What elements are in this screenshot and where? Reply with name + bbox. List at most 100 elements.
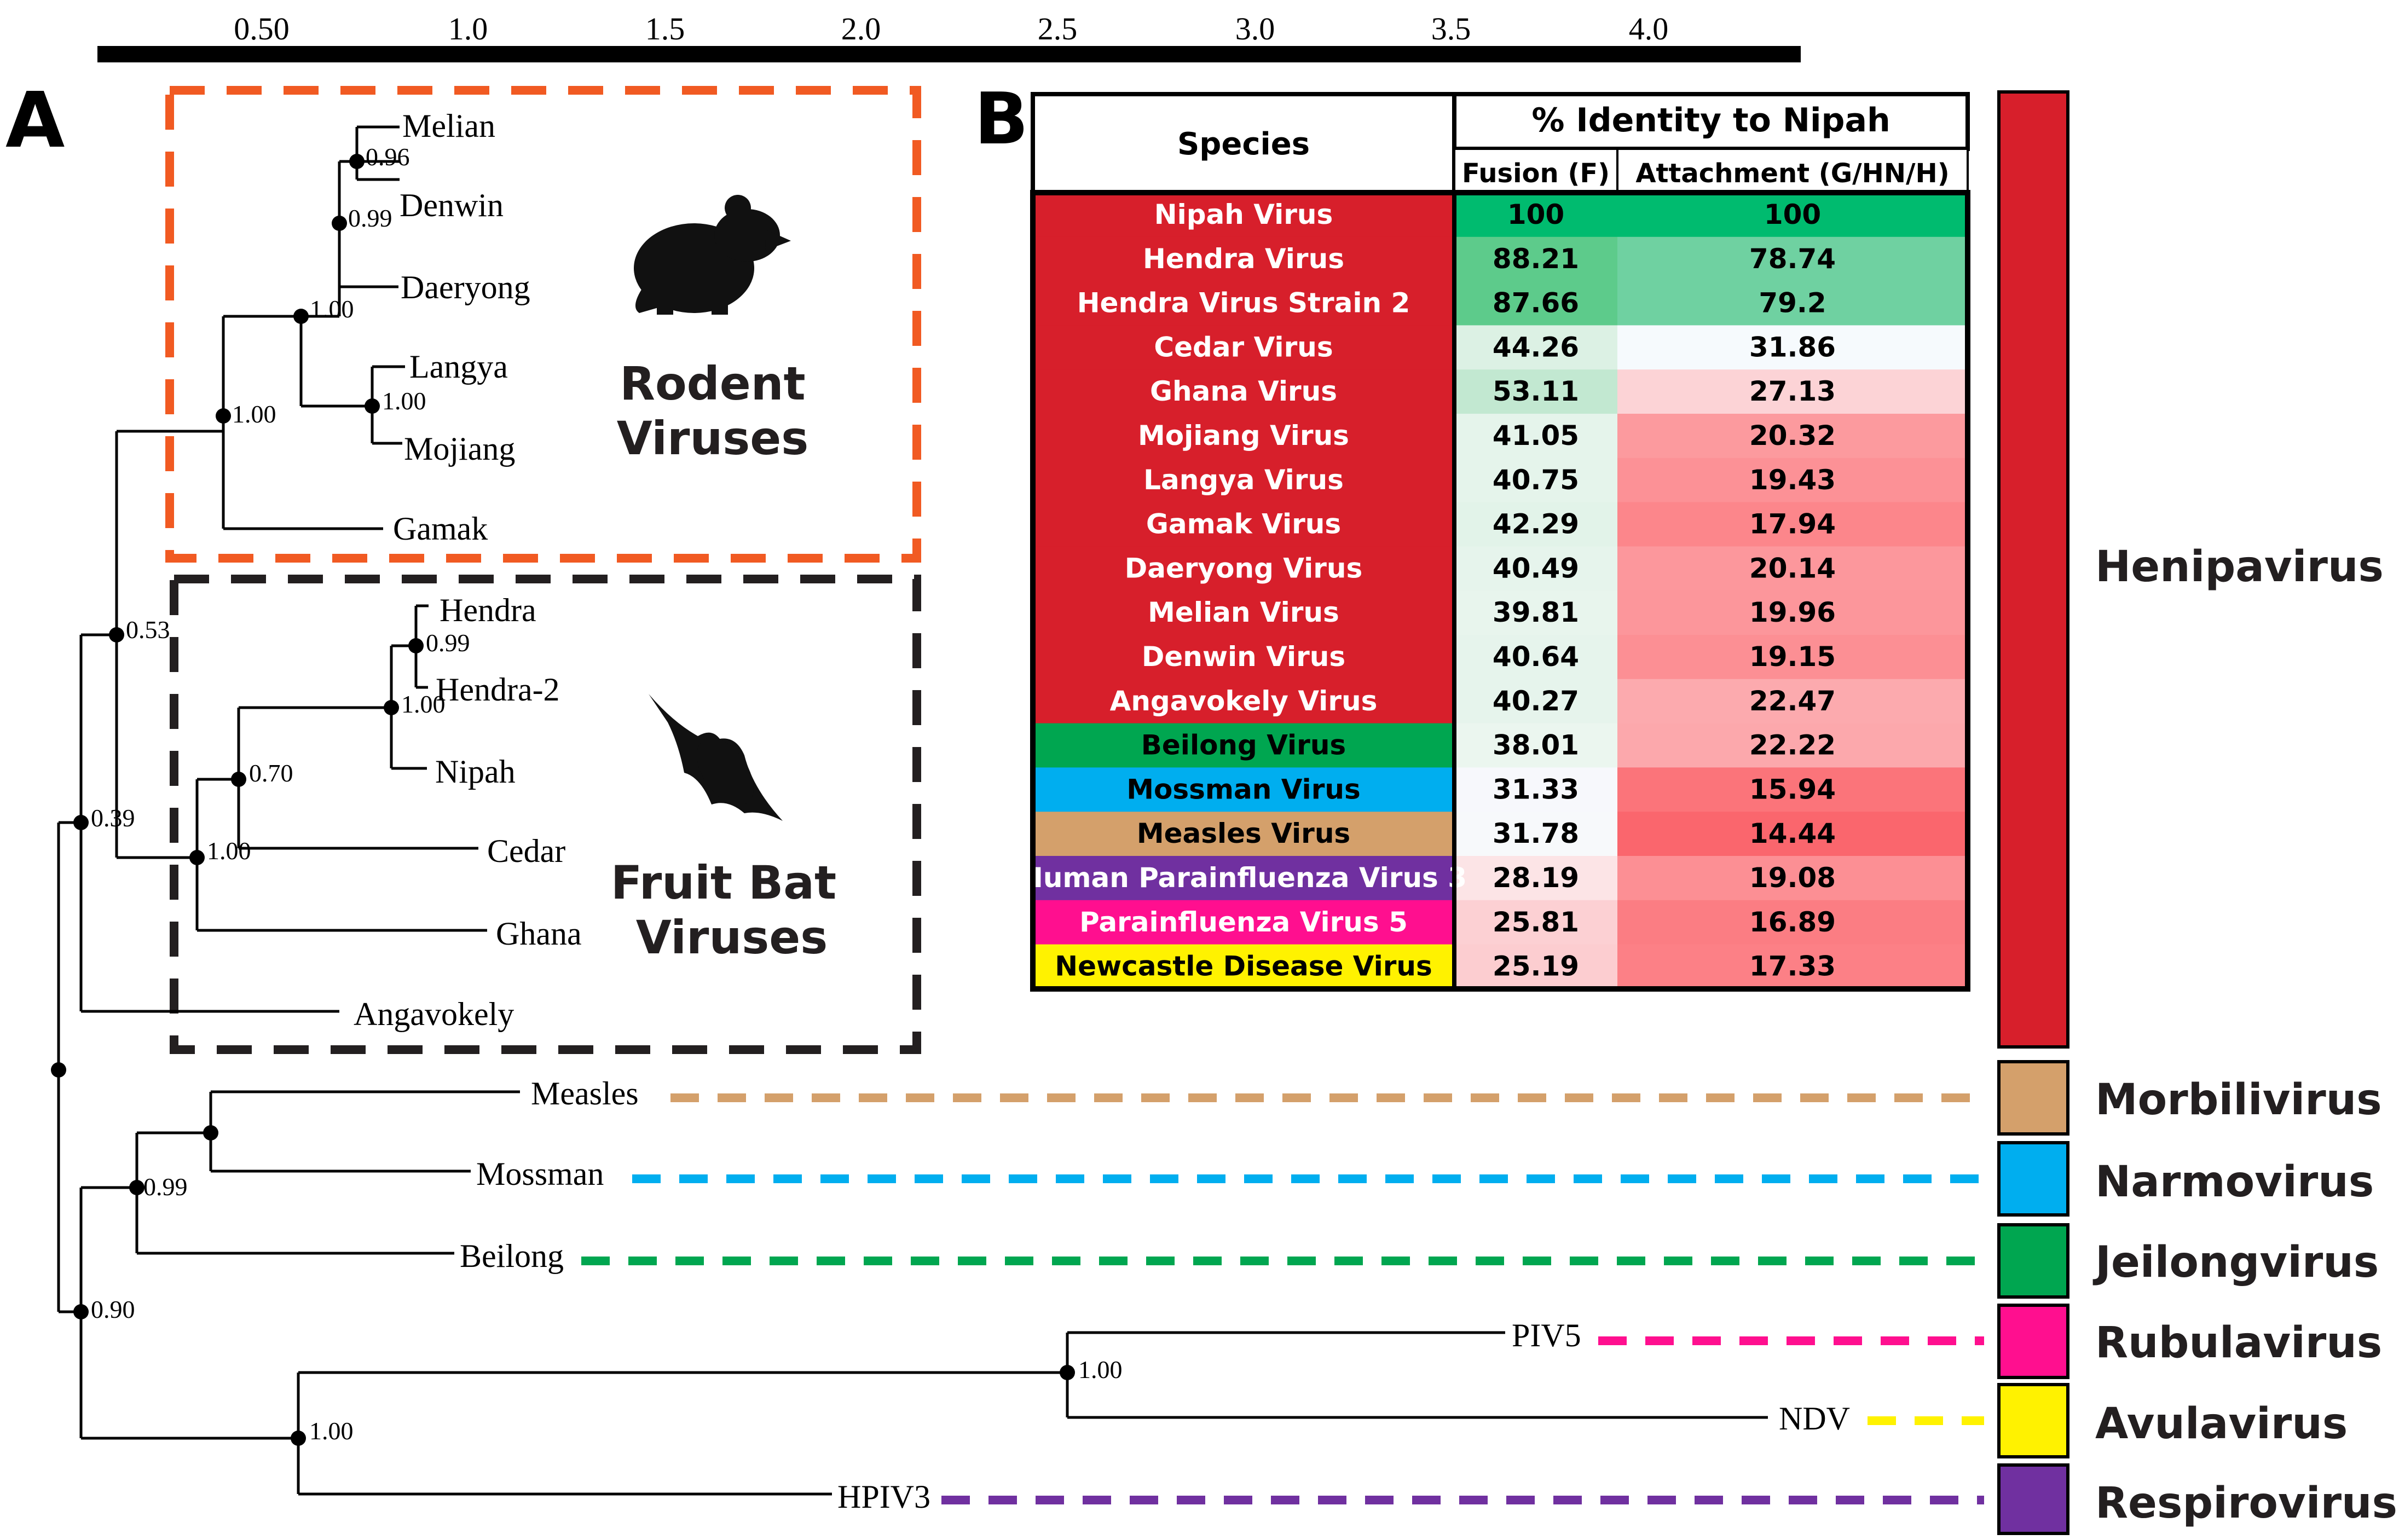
attachment-value: 78.74 [1749,243,1836,275]
genus-label: Avulavirus [2095,1399,2348,1449]
taxon-label: Melian [402,108,495,144]
node [203,1125,218,1140]
attachment-value: 19.43 [1749,464,1836,496]
genus-label: Henipavirus [2095,542,2384,592]
species-name: Human Parainfluenza Virus 3 [1020,862,1467,894]
attachment-cell [1617,812,1968,856]
attachment-cell [1617,414,1968,459]
header-species: Species [1177,126,1310,162]
tree-nodes [51,154,1075,1446]
scale-bar-line [97,46,1801,62]
species-cell [1033,502,1454,547]
attachment-value: 20.32 [1749,420,1836,451]
genus-column: Henipavirus Morbilivirus Narmovirus Jeil… [1997,90,2397,1535]
scale-tick: 3.5 [1431,11,1471,47]
fusion-value: 87.66 [1493,287,1579,319]
fusion-cell [1454,767,1617,812]
genus-bar-jeilongvirus [1997,1223,2069,1299]
species-name: Mossman Virus [1126,773,1360,805]
node [365,398,380,414]
attachment-cell [1617,856,1968,901]
fusion-cell [1454,414,1617,459]
header-identity: % Identity to Nipah [1531,101,1890,140]
node [73,815,89,830]
species-cell [1033,546,1454,591]
taxon-label: Daeryong [401,269,530,305]
fusion-cell [1454,635,1617,680]
taxon-label: Mossman [476,1156,604,1192]
support-value: 1.00 [401,690,446,718]
fusion-cell [1454,458,1617,503]
attachment-cell [1617,546,1968,591]
support-value: 1.00 [309,1417,354,1445]
genus-label: Respirovirus [2095,1479,2397,1528]
identity-table-rows: Nipah Virus 100 100 Hendra Virus 88.21 78.74 H… [1020,193,1968,989]
header-fusion: Fusion (F) [1462,158,1610,189]
header-fusion-cell [1453,148,1618,194]
node [291,1431,306,1446]
species-name: Hendra Virus Strain 2 [1077,287,1410,319]
species-cell [1033,812,1454,856]
fusion-value: 28.19 [1493,862,1579,894]
node [384,700,399,715]
fusion-cell [1454,193,1617,238]
node [129,1180,144,1195]
attachment-value: 22.47 [1749,685,1836,717]
fusion-cell [1454,812,1617,856]
attachment-value: 16.89 [1749,906,1836,938]
species-cell [1033,369,1454,414]
species-cell [1033,590,1454,635]
taxon-label: Beilong [460,1238,564,1274]
species-cell [1033,325,1454,370]
panel-b-label: B [974,77,1028,160]
species-cell [1033,193,1454,238]
species-cell [1033,236,1454,282]
species-name: Nipah Virus [1154,199,1333,230]
scale-tick: 0.50 [234,11,290,47]
attachment-cell [1617,590,1968,635]
species-name: Langya Virus [1143,464,1344,496]
identity-table-header: Species % Identity to Nipah Fusion (F) A… [1031,92,1970,195]
attachment-value: 15.94 [1749,773,1836,805]
attachment-cell [1617,900,1968,945]
fusion-cell [1454,236,1617,282]
attachment-cell [1617,635,1968,680]
scale-tick: 3.0 [1235,11,1275,47]
species-cell [1033,900,1454,945]
node [1060,1365,1075,1380]
bat-clade-label: Fruit Bat Viruses [611,856,836,964]
fusion-cell [1454,590,1617,635]
attachment-cell [1617,767,1968,812]
attachment-cell [1617,944,1968,989]
support-value: 1.00 [382,387,426,415]
genus-label: Narmovirus [2095,1157,2374,1207]
attachment-value: 14.44 [1749,818,1836,849]
fusion-value: 40.49 [1493,552,1579,584]
fusion-cell [1454,723,1617,768]
species-cell [1033,458,1454,503]
genus-bar-henipavirus [1997,90,2069,1049]
species-name: Angavokely Virus [1110,685,1378,717]
bat-label-line2: Viruses [636,911,828,964]
attachment-value: 22.22 [1749,730,1836,761]
fusion-cell [1454,502,1617,547]
fusion-value: 42.29 [1493,508,1579,540]
genus-label: Jeilongvirus [2092,1238,2379,1287]
species-name: Measles Virus [1137,818,1350,849]
fusion-cell [1454,281,1617,326]
attachment-value: 27.13 [1749,375,1836,407]
scale-tick: 1.5 [645,11,685,47]
node [73,1304,89,1319]
fusion-value: 44.26 [1493,331,1579,363]
support-value: 0.96 [366,143,410,171]
taxon-label: Ghana [496,916,582,952]
genus-bar-rubulavirus [1997,1304,2069,1379]
node [189,850,205,865]
fusion-cell [1454,679,1617,724]
species-name: Cedar Virus [1154,331,1333,363]
attachment-value: 19.08 [1749,862,1836,894]
node [332,216,347,231]
species-cell [1033,635,1454,680]
fusion-cell [1454,900,1617,945]
attachment-value: 31.86 [1749,331,1836,363]
